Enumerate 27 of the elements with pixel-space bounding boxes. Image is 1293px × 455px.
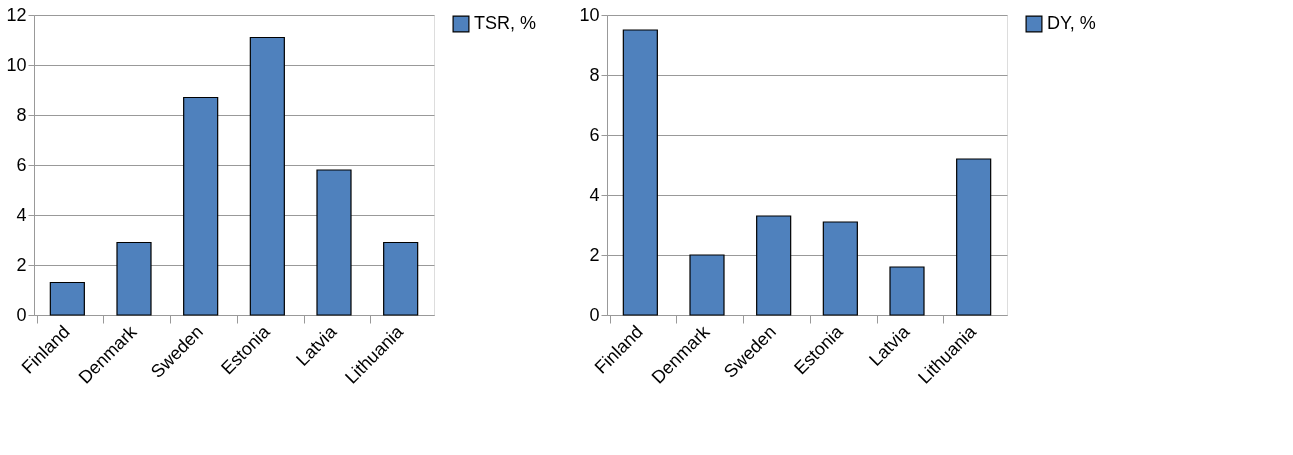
- y-tick-label: 10: [579, 4, 600, 25]
- bar: [183, 96, 219, 316]
- bar: [116, 241, 152, 316]
- bar: [49, 281, 85, 316]
- y-tick-label: 6: [16, 154, 27, 175]
- bar: [889, 266, 925, 316]
- y-tick-label: 0: [16, 304, 27, 325]
- bar: [822, 221, 858, 316]
- bar: [249, 36, 285, 316]
- y-tick-label: 4: [589, 184, 600, 205]
- y-tick-label: 2: [16, 254, 27, 275]
- y-tick-label: 8: [589, 64, 600, 85]
- y-tick-label: 0: [589, 304, 600, 325]
- legend-label: TSR, %: [474, 13, 537, 33]
- legend-label: DY, %: [1047, 13, 1096, 33]
- y-tick-label: 6: [589, 124, 600, 145]
- y-tick-label: 10: [6, 54, 27, 75]
- bar: [622, 29, 658, 316]
- bar: [383, 241, 419, 316]
- y-tick-label: 8: [16, 104, 27, 125]
- bar: [956, 158, 992, 316]
- bar: [756, 215, 792, 316]
- bar: [316, 169, 352, 316]
- y-tick-label: 2: [589, 244, 600, 265]
- bar: [689, 254, 725, 316]
- y-tick-label: 4: [16, 204, 27, 225]
- y-tick-label: 12: [6, 4, 27, 25]
